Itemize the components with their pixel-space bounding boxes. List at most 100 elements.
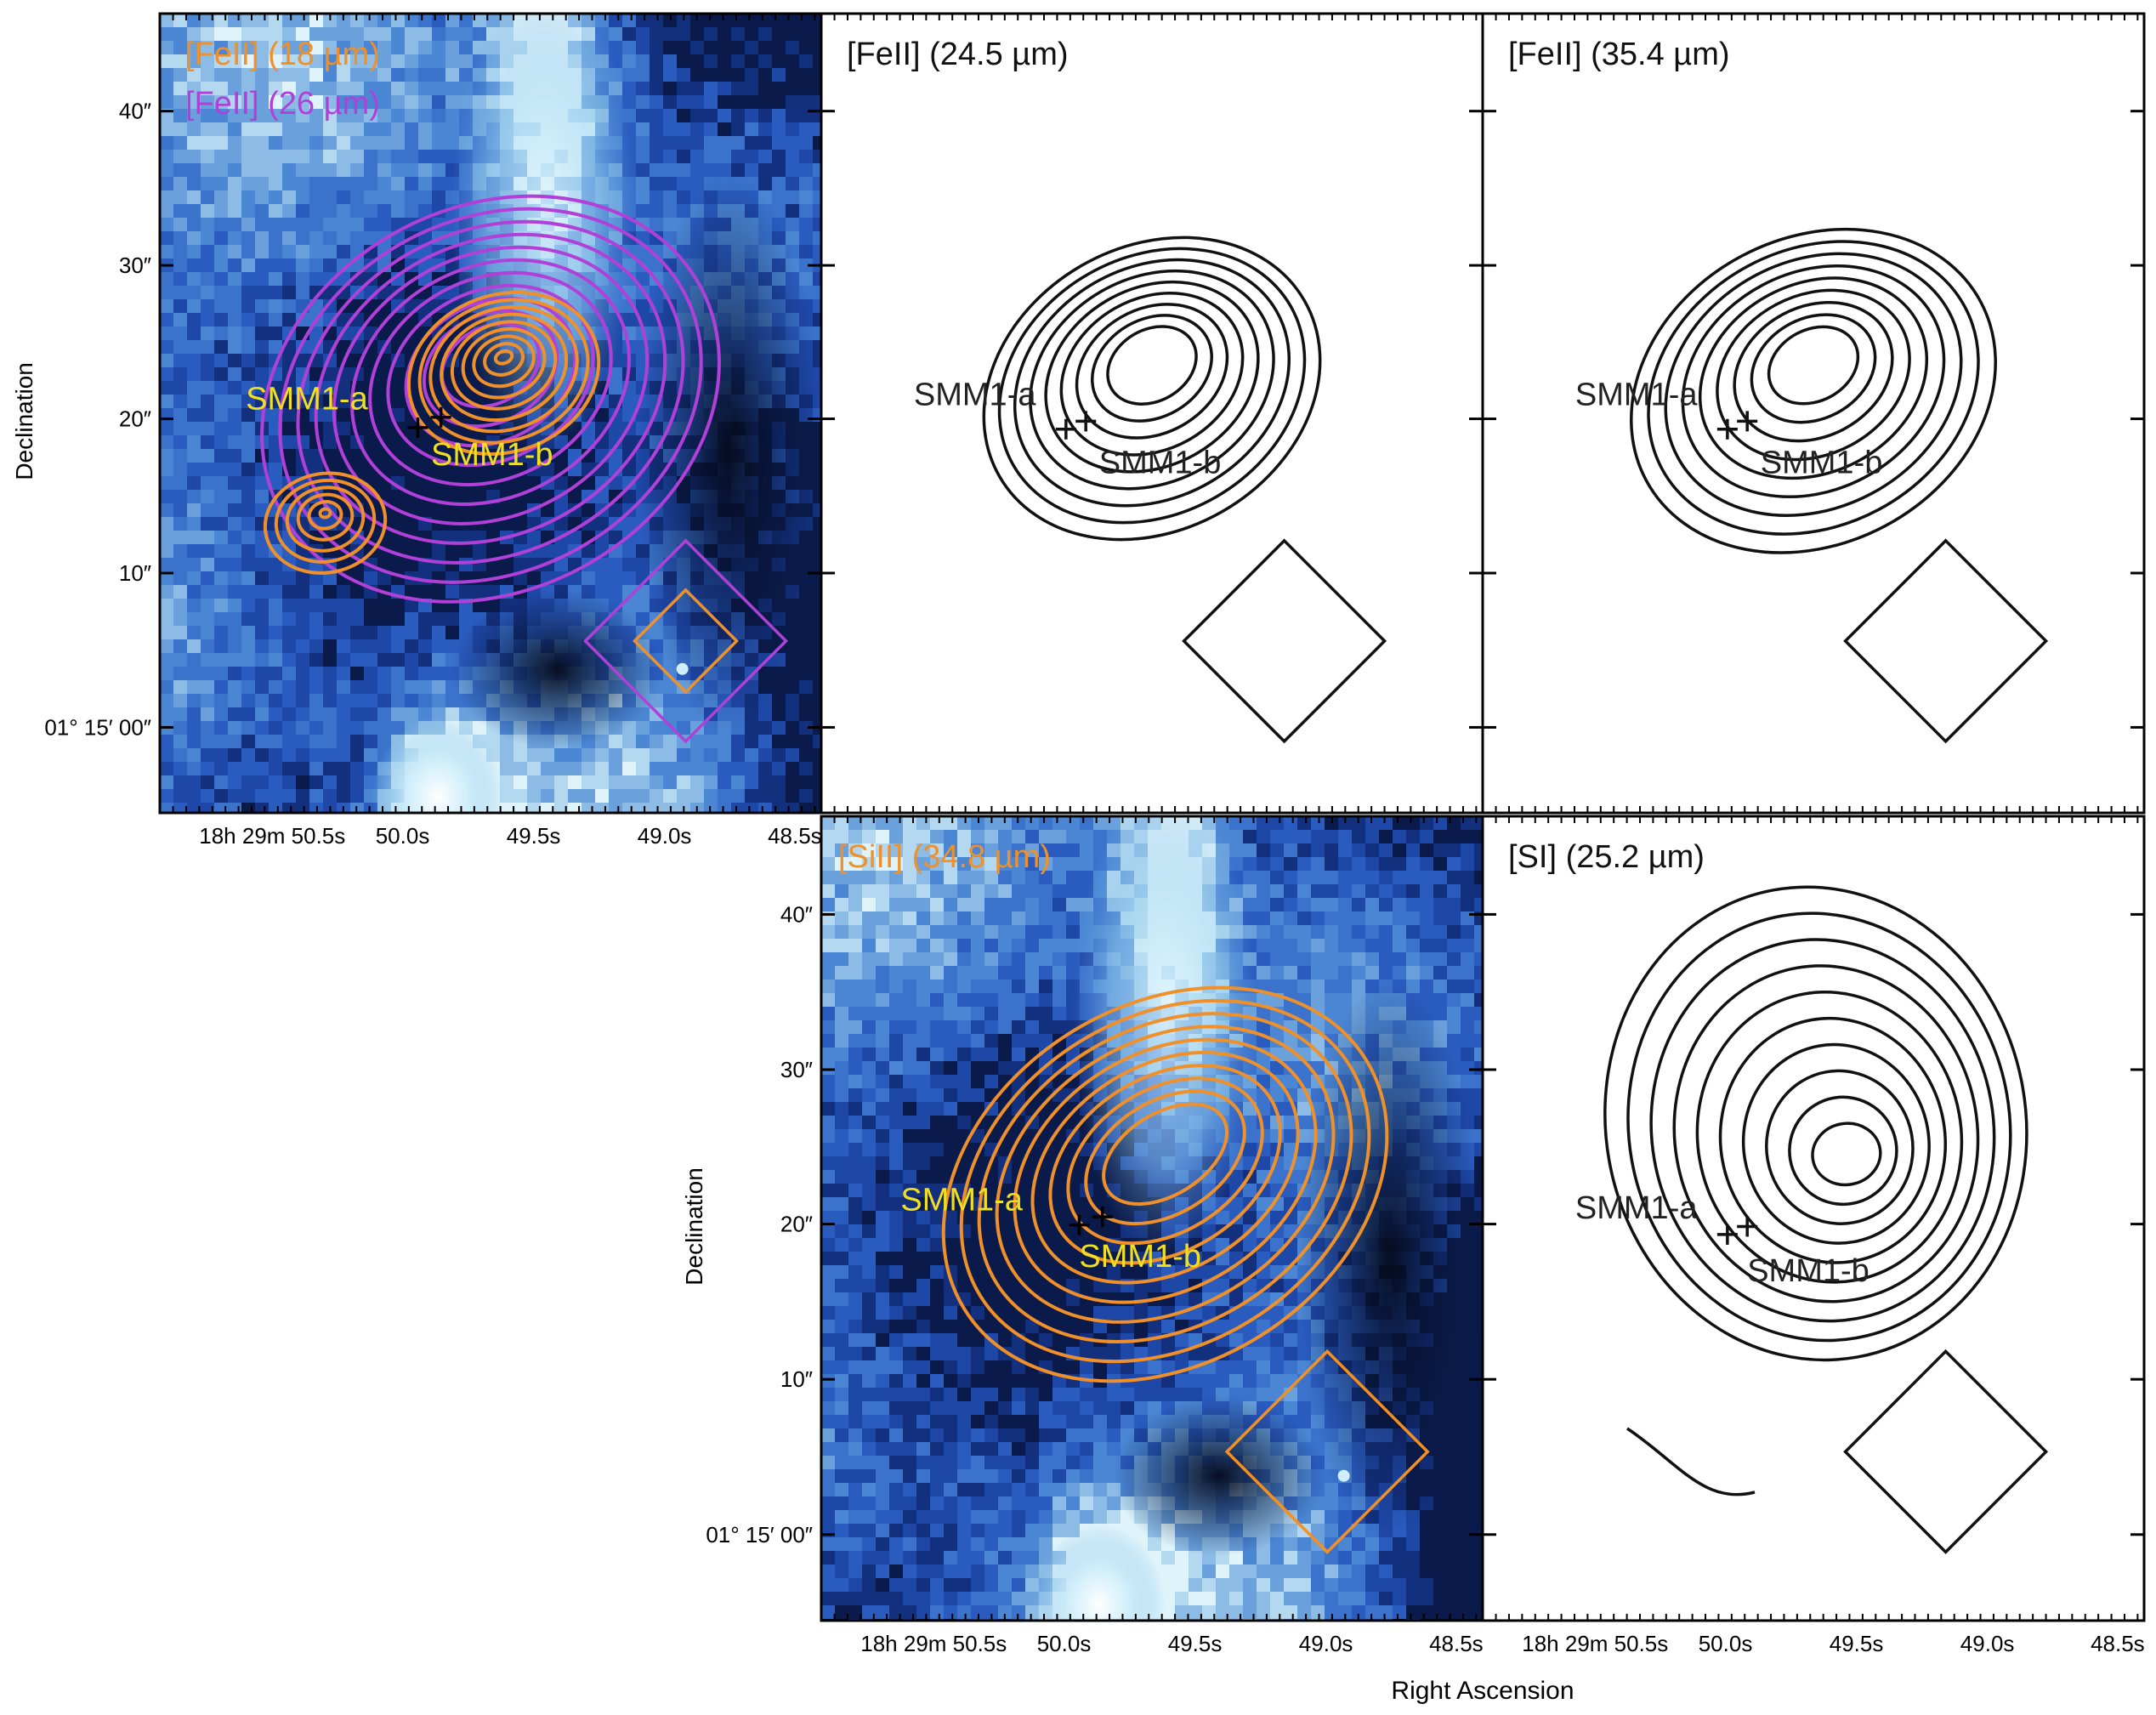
label-smm1-a: SMM1-a (246, 381, 368, 417)
ra-tick-label: 49.0s (1299, 1631, 1353, 1656)
panel-feII-24-5: SMM1-a SMM1-b [FeII] (24.5 µm) (820, 12, 1484, 815)
panel-title: [SiII] (34.8 µm) (838, 839, 1051, 875)
label-smm1-b: SMM1-b (1079, 1239, 1201, 1275)
contour-level (417, 298, 590, 445)
label-smm1-a: SMM1-a (914, 378, 1036, 413)
panel-feII-18-26: SMM1-a SMM1-b [FeII] (18 µm) [FeII] (26 µm)… (11, 12, 823, 849)
beam (1843, 1349, 2049, 1554)
panel-title: [FeII] (18 µm) (185, 37, 380, 72)
panel-title: [SI] (25.2 µm) (1508, 839, 1705, 875)
panel-SI-25-2: SMM1-a SMM1-b [SI] (25.2 µm) 18h 29m 50.5s 5… (1481, 815, 2146, 1656)
contour-level (307, 500, 343, 531)
panel-feII-35-4: SMM1-a SMM1-b [FeII] (35.4 µm) (1481, 12, 2146, 815)
dec-tick-label: 01° 15′ 00″ (44, 714, 151, 740)
panel-frame (1481, 815, 2146, 1622)
contour-level (1718, 1016, 1948, 1264)
contour-level (1102, 1102, 1229, 1207)
panel-title: [FeII] (35.4 µm) (1508, 37, 1730, 72)
contour-level (318, 507, 332, 520)
label-smm1-b: SMM1-b (1761, 446, 1883, 481)
contour-level (1698, 276, 1929, 480)
contour-level (1788, 1095, 1898, 1207)
label-smm1-b: SMM1-b (431, 437, 553, 473)
contour-level (1044, 280, 1260, 474)
contour-level (1066, 1076, 1264, 1246)
contour-level (959, 998, 1371, 1364)
beam-18um (633, 588, 739, 695)
contours-siII (941, 985, 1389, 1383)
contours (1603, 885, 2028, 1496)
ra-tick-label: 50.0s (376, 823, 430, 849)
beam-26um (583, 538, 788, 744)
ra-tick-label: 50.0s (1037, 1631, 1092, 1656)
label-smm1-b: SMM1-b (1747, 1253, 1869, 1289)
contour-level (1647, 240, 1980, 536)
contour-level (1811, 1122, 1882, 1187)
dec-tick-label: 30″ (780, 1057, 813, 1082)
contour-level (461, 327, 547, 400)
contour-level (263, 471, 388, 575)
contour-level (1030, 1050, 1300, 1285)
label-smm1-a: SMM1-a (1575, 378, 1698, 413)
ra-tick-label: 49.0s (638, 823, 692, 849)
dec-tick-label: 40″ (780, 901, 813, 927)
dec-tick-label: 30″ (119, 253, 151, 278)
contour-level (285, 486, 366, 553)
contour-level (1750, 313, 1877, 424)
beam (1182, 538, 1387, 744)
ra-tick-label: 48.5s (2091, 1631, 2145, 1656)
ylabel-bottom: Declination (681, 1167, 707, 1286)
contour-level (982, 236, 1322, 542)
ra-tick-label: 18h 29m 50.5s (860, 1631, 1007, 1656)
contours-18um-main (406, 290, 601, 456)
contour-level (1048, 1064, 1282, 1265)
contour-level (332, 245, 650, 525)
dec-tick-label: 20″ (119, 406, 151, 432)
beam (1843, 538, 2049, 744)
contour-level (1765, 1069, 1915, 1225)
emission-image (160, 14, 821, 813)
contour-level (1741, 1042, 1931, 1245)
contour-level (1767, 325, 1860, 406)
contour-level (428, 305, 579, 434)
ra-tick-label: 18h 29m 50.5s (1522, 1631, 1668, 1656)
panel-siII-34-8: SMM1-a SMM1-b [SiII] (34.8 µm) 40″ 30″ 20″ 10″… (681, 815, 1574, 1705)
contour-tail (1626, 1427, 1756, 1496)
contour-level (368, 270, 613, 487)
contour-level (483, 342, 525, 377)
ra-tick-label: 48.5s (768, 823, 822, 849)
xlabel: Right Ascension (1391, 1677, 1574, 1705)
contour-level (1106, 325, 1198, 406)
ra-tick-label: 18h 29m 50.5s (199, 823, 345, 849)
contour-level (472, 334, 536, 389)
dec-tick-label: 01° 15′ 00″ (706, 1522, 813, 1547)
contour-level (1029, 269, 1275, 491)
contour-level (350, 258, 631, 506)
contours (1630, 227, 1997, 554)
contour-level (1649, 938, 1996, 1323)
contour-level (1681, 264, 1946, 499)
contour-level (1059, 292, 1245, 457)
contour-level (1084, 1089, 1246, 1226)
emission-image (821, 816, 1483, 1621)
contour-level (997, 247, 1307, 525)
contour-level (440, 312, 568, 423)
dec-tick-label: 40″ (119, 99, 151, 124)
ra-tick-label: 49.0s (1960, 1631, 2015, 1656)
beam-siII (1224, 1349, 1430, 1554)
contour-level (1695, 991, 1964, 1284)
contour-level (1716, 288, 1911, 462)
contour-level (1626, 911, 2012, 1343)
panel-subtitle: [FeII] (26 µm) (185, 86, 380, 122)
contour-level (1013, 258, 1291, 508)
contour-level (1013, 1037, 1318, 1304)
contour-level (406, 290, 601, 456)
contour-level (274, 478, 377, 564)
ra-tick-label: 49.5s (507, 823, 561, 849)
contour-level (941, 985, 1389, 1383)
ra-tick-label: 49.5s (1168, 1631, 1223, 1656)
contour-level (1075, 303, 1229, 440)
dec-tick-label: 10″ (119, 560, 151, 586)
ylabel-top: Declination (11, 362, 37, 480)
panel-title: [FeII] (24.5 µm) (847, 37, 1069, 72)
